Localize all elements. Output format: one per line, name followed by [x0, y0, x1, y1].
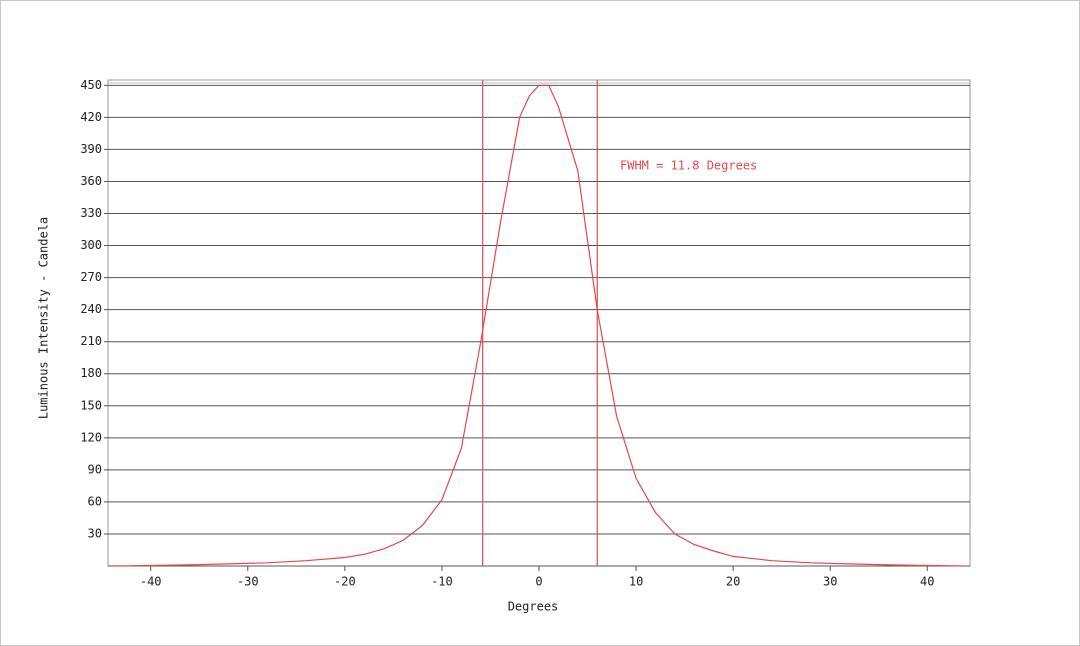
x-tick-label: -10 [431, 575, 453, 589]
y-tick-label: 180 [80, 366, 102, 380]
y-tick-label: 30 [88, 526, 102, 540]
y-tick-label: 240 [80, 302, 102, 316]
y-tick-label: 90 [88, 462, 102, 476]
x-tick-label: -30 [237, 575, 259, 589]
y-tick-label: 300 [80, 238, 102, 252]
y-axis-label: Luminous Intensity - Candela [37, 217, 51, 419]
y-tick-label: 390 [80, 142, 102, 156]
y-tick-label: 150 [80, 398, 102, 412]
y-tick-label: 270 [80, 270, 102, 284]
x-tick-label: 0 [535, 575, 542, 589]
x-tick-label: 10 [629, 575, 643, 589]
x-tick-label: -20 [334, 575, 356, 589]
fwhm-annotation: FWHM = 11.8 Degrees [620, 159, 757, 173]
intensity-curve [111, 84, 967, 567]
y-tick-label: 210 [80, 334, 102, 348]
y-tick-label: 60 [88, 494, 102, 508]
x-tick-label: 20 [726, 575, 740, 589]
x-tick-label: 40 [920, 575, 934, 589]
x-axis-label: Degrees [508, 600, 559, 614]
x-tick-label: -40 [140, 575, 162, 589]
y-tick-label: 420 [80, 110, 102, 124]
plot-area [107, 79, 971, 567]
y-tick-label: 330 [80, 206, 102, 220]
y-tick-label: 360 [80, 174, 102, 188]
y-tick-label: 120 [80, 430, 102, 444]
x-tick-label: 30 [823, 575, 837, 589]
y-tick-label: 450 [80, 78, 102, 92]
